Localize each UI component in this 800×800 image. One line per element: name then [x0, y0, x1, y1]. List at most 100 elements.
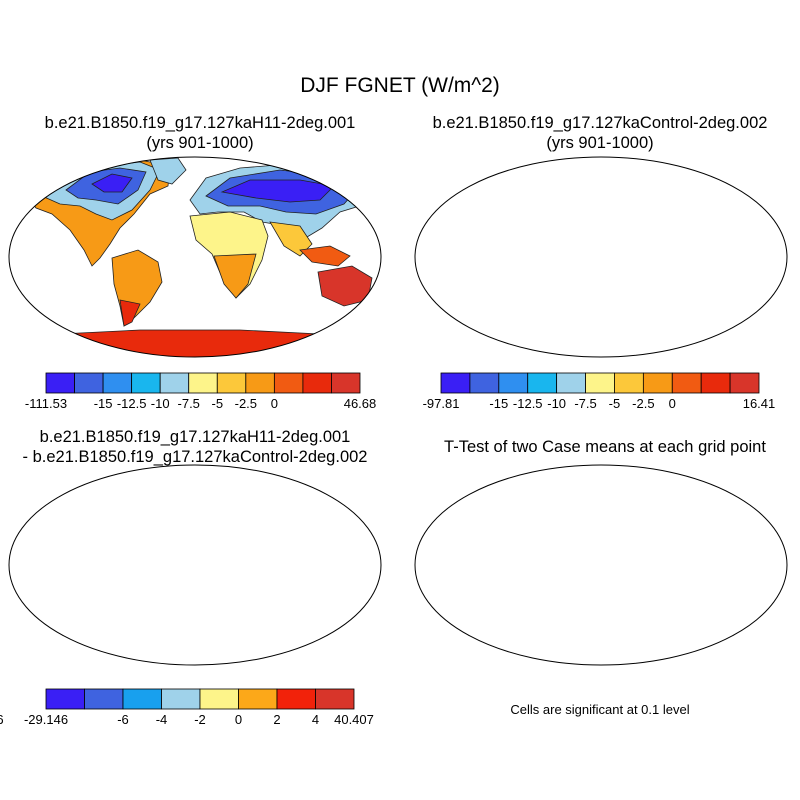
colorbar-h11-label: 0 — [271, 396, 278, 411]
colorbar-h11-label: 46.68 — [344, 396, 377, 411]
colorbar-control-label: -15 — [489, 396, 508, 411]
region-north-america-deep — [91, 173, 133, 193]
land-maritime-asia — [706, 554, 756, 574]
colorbar-h11-label: -111.53 — [25, 396, 67, 411]
land-antarctica — [0, 638, 400, 688]
colorbar-h11-swatch — [45, 372, 75, 394]
colorbar-difference-label: -6 — [117, 712, 129, 727]
colorbar-control-swatch — [671, 372, 702, 394]
colorbar-difference-swatch — [276, 688, 316, 710]
colorbar-difference-swatch — [84, 688, 124, 710]
panel-title-control: b.e21.B1850.f19_g17.127kaControl-2deg.00… — [410, 113, 790, 153]
figure-title: DJF FGNET (W/m^2) — [300, 74, 500, 97]
panel-title-difference: b.e21.B1850.f19_g17.127kaH11-2deg.001 - … — [10, 427, 380, 467]
colorbar-control-swatch — [469, 372, 500, 394]
insignificant-cells — [466, 484, 750, 651]
land-antarctica — [406, 638, 800, 688]
land-greenland — [556, 466, 592, 492]
colorbar-h11-label: -10 — [151, 396, 170, 411]
colorbar-difference-swatch — [45, 688, 85, 710]
colorbar-h11-swatch — [74, 372, 104, 394]
region-eurasia-deep — [642, 178, 716, 198]
colorbar-control-swatch — [614, 372, 644, 394]
land-greenland — [556, 158, 592, 184]
land-australia — [724, 266, 778, 306]
panel-title-difference-line1: b.e21.B1850.f19_g17.127kaH11-2deg.001 — [39, 428, 351, 446]
land-maritime-asia — [300, 554, 350, 574]
land-australia — [317, 265, 373, 307]
land-south-asia — [676, 530, 718, 564]
land-south-america — [111, 249, 163, 327]
map-h11 — [8, 156, 382, 358]
land-australia — [724, 574, 778, 614]
colorbar-control-swatch — [585, 372, 615, 394]
region-north-america-central — [84, 512, 110, 534]
colorbar-difference-swatch — [238, 688, 278, 710]
map-h11-border — [8, 156, 382, 358]
colorbar-difference: -29.146 -6 -4 -2 0 2 4 6 40.407 — [0, 688, 374, 727]
region-south-america-south — [526, 300, 546, 326]
region-eurasia-deep — [220, 179, 335, 203]
land-australia — [318, 574, 372, 614]
colorbar-h11-swatch — [245, 372, 275, 394]
colorbar-difference-label: 2 — [273, 712, 280, 727]
land-eurasia — [596, 164, 778, 240]
colorbar-control-label: -5 — [609, 396, 621, 411]
colorbar-difference-swatch — [199, 688, 239, 710]
region-eurasia-band — [196, 500, 320, 522]
colorbar-control-swatch — [642, 372, 673, 394]
colorbar-control-label: -7.5 — [574, 396, 596, 411]
panel-title-h11-line1: b.e21.B1850.f19_g17.127kaH11-2deg.001 — [44, 114, 356, 132]
map-difference — [0, 464, 400, 688]
colorbar-difference-label: 6 — [0, 712, 4, 727]
land-south-america — [518, 250, 568, 326]
land-greenland — [150, 466, 186, 492]
panel-title-h11: b.e21.B1850.f19_g17.127kaH11-2deg.001 (y… — [20, 113, 380, 153]
colorbar-control-swatch — [498, 372, 529, 394]
land-eurasia — [190, 472, 372, 548]
colorbar-difference-label: -29.146 — [24, 712, 68, 727]
region-africa-sahel — [196, 528, 262, 548]
colorbar-h11-label: -2.5 — [235, 396, 257, 411]
colorbar-control-label: -12.5 — [513, 396, 543, 411]
colorbar-h11-swatch — [273, 372, 304, 394]
colorbar-difference-swatch — [122, 688, 162, 710]
colorbar-h11-label: -15 — [94, 396, 113, 411]
region-africa-south — [213, 253, 257, 299]
map-difference-border — [8, 464, 382, 666]
land-north-america — [436, 468, 576, 574]
land-maritime-asia — [706, 246, 756, 266]
colorbar-difference-label: -2 — [194, 712, 206, 727]
panel-title-h11-line2: (yrs 901-1000) — [146, 134, 254, 152]
colorbar-h11: -111.53 -15 -12.5 -10 -7.5 -5 -2.5 0 46.68 — [25, 372, 377, 411]
land-antarctica — [406, 330, 800, 380]
significance-note: Cells are significant at 0.1 level — [510, 702, 690, 717]
colorbar-h11-swatch — [102, 372, 133, 394]
colorbar-control-label: -2.5 — [632, 396, 654, 411]
colorbar-control-swatch — [556, 372, 586, 394]
land-south-america — [518, 558, 568, 634]
land-greenland — [149, 157, 187, 185]
colorbar-h11-swatch — [131, 372, 161, 394]
colorbar-control-label: 0 — [669, 396, 676, 411]
colorbar-h11-swatch — [302, 372, 332, 394]
map-ttest — [406, 464, 800, 688]
colorbar-h11-swatch — [331, 372, 361, 394]
colorbar-control-swatch — [440, 372, 471, 394]
map-control — [406, 156, 800, 380]
colorbar-difference-label: 4 — [312, 712, 319, 727]
panel-title-control-line1: b.e21.B1850.f19_g17.127kaControl-2deg.00… — [432, 114, 768, 132]
land-eurasia — [596, 472, 778, 548]
region-north-america-east — [104, 490, 142, 520]
colorbar-h11-label: -5 — [211, 396, 223, 411]
colorbar-difference-label: -4 — [156, 712, 168, 727]
panel-title-control-line2: (yrs 901-1000) — [546, 134, 654, 152]
land-north-america — [30, 468, 170, 574]
colorbar-h11-label: -7.5 — [178, 396, 200, 411]
colorbar-h11-label: -12.5 — [117, 396, 147, 411]
colorbar-control-label: -10 — [547, 396, 566, 411]
colorbar-difference-swatch — [161, 688, 201, 710]
land-south-asia — [676, 222, 718, 256]
colorbar-difference-label: 0 — [235, 712, 242, 727]
